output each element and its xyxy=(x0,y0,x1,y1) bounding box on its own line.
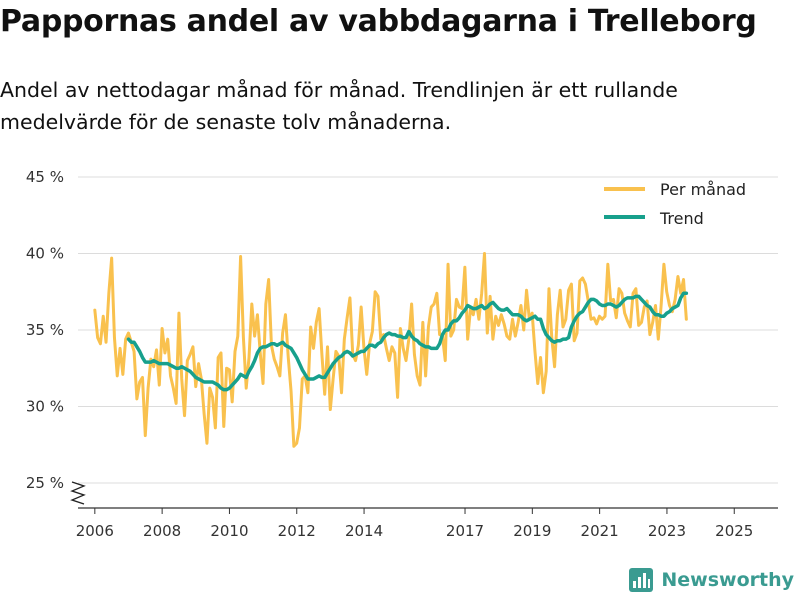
data-series xyxy=(93,252,689,448)
x-tick-label-2023: 2023 xyxy=(648,522,686,540)
series-line-trend xyxy=(126,291,689,392)
x-tick-label-2010: 2010 xyxy=(210,522,248,540)
x-tick-label-2017: 2017 xyxy=(446,522,484,540)
y-tick-label-30: 30 % xyxy=(26,398,64,416)
legend-label-per-manad: Per månad xyxy=(660,180,746,199)
series-line-per-manad xyxy=(93,252,688,448)
chart-title: Pappornas andel av vabbdagarna i Trelleb… xyxy=(0,4,757,39)
y-axis-ticks: 25 % 30 % 35 % 40 % 45 % xyxy=(26,168,64,492)
x-tick-label-2006: 2006 xyxy=(76,522,114,540)
x-tick-label-2019: 2019 xyxy=(513,522,551,540)
x-axis-ticks: 2006 2008 2010 2012 2014 2017 2019 2021 2023 2025 xyxy=(76,508,753,540)
x-tick-label-2021: 2021 xyxy=(581,522,619,540)
x-axis xyxy=(70,481,778,509)
x-tick-label-2012: 2012 xyxy=(278,522,316,540)
y-tick-label-45: 45 % xyxy=(26,168,64,186)
legend-label-trend: Trend xyxy=(659,209,704,228)
newsworthy-logo-icon xyxy=(629,568,654,592)
gridlines xyxy=(78,176,778,484)
chart-subtitle: Andel av nettodagar månad för månad. Tre… xyxy=(0,78,678,134)
x-tick-label-2008: 2008 xyxy=(143,522,181,540)
x-tick-label-2025: 2025 xyxy=(715,522,753,540)
y-tick-label-35: 35 % xyxy=(26,321,64,339)
brand-name: Newsworthy xyxy=(661,569,794,591)
y-tick-label-25: 25 % xyxy=(26,474,64,492)
brand-logo: Newsworthy xyxy=(629,568,794,592)
axis-break-icon xyxy=(70,481,86,505)
y-tick-label-40: 40 % xyxy=(26,245,64,263)
x-tick-label-2014: 2014 xyxy=(345,522,383,540)
legend: Per månad Trend xyxy=(604,180,746,228)
